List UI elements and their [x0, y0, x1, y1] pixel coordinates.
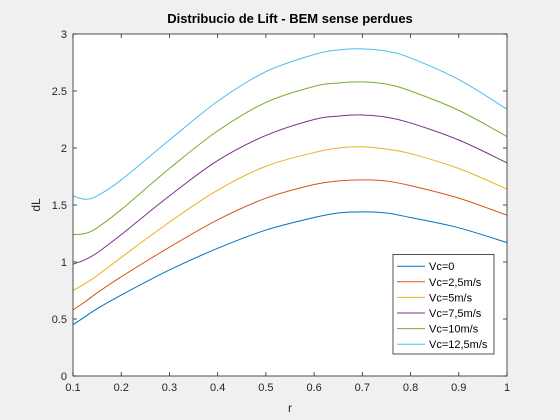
- x-tick-label: 0.8: [403, 382, 418, 394]
- x-tick-label: 1: [504, 382, 510, 394]
- x-tick-label: 0.9: [451, 382, 466, 394]
- y-tick-label: 0: [61, 371, 67, 383]
- y-tick-label: 3: [61, 29, 67, 41]
- x-tick-label: 0.2: [114, 382, 129, 394]
- y-tick-label: 2: [61, 143, 67, 155]
- legend-label: Vc=10m/s: [429, 324, 479, 336]
- chart-title: Distribucio de Lift - BEM sense perdues: [167, 11, 413, 26]
- legend: Vc=0 Vc=2,5m/s Vc=5m/s Vc=7,5m/s Vc=10m/s Vc=…: [392, 253, 495, 355]
- legend-label: Vc=2,5m/s: [429, 277, 482, 289]
- series-line-0: [72, 211, 508, 326]
- y-tick-label: 0.5: [52, 314, 67, 326]
- legend-box: [392, 253, 495, 355]
- y-tick-label: 1: [61, 257, 67, 269]
- series-line-5: [72, 48, 508, 200]
- x-axis-label: r: [288, 401, 292, 415]
- series-layer: [72, 48, 508, 326]
- x-tick-label: 0.4: [210, 382, 225, 394]
- legend-label: Vc=5m/s: [429, 292, 473, 304]
- legend-label: Vc=0: [429, 261, 454, 273]
- x-tick-label: 0.6: [306, 382, 321, 394]
- series-line-1: [72, 179, 508, 311]
- y-tick-label: 1.5: [52, 200, 67, 212]
- series-line-3: [72, 114, 508, 265]
- legend-label: Vc=7,5m/s: [429, 308, 482, 320]
- legend-label: Vc=12,5m/s: [429, 339, 488, 351]
- x-tick-label: 0.5: [258, 382, 273, 394]
- y-tick-label: 2.5: [52, 86, 67, 98]
- plot-frame: [72, 33, 508, 377]
- series-line-2: [72, 146, 508, 291]
- y-axis-label: dL: [29, 198, 43, 212]
- x-tick-label: 0.1: [65, 382, 80, 394]
- x-tick-label: 0.7: [355, 382, 370, 394]
- series-line-4: [72, 81, 508, 236]
- x-tick-label: 0.3: [162, 382, 177, 394]
